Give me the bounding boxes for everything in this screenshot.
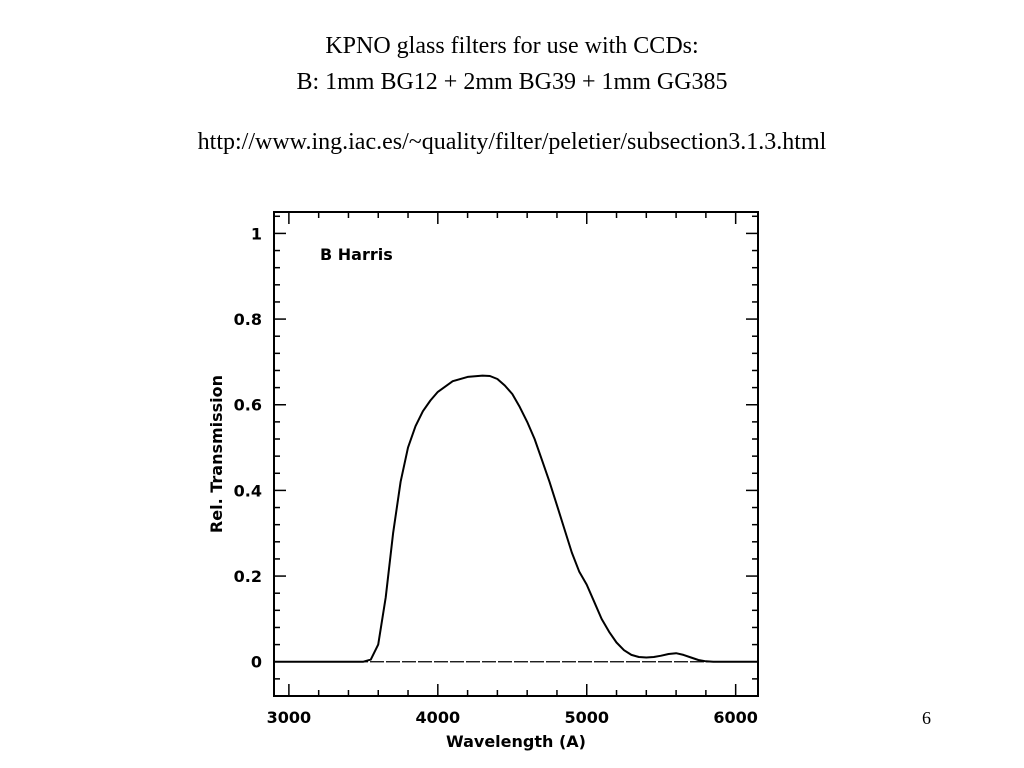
slide-title-line-1: KPNO glass filters for use with CCDs: (325, 33, 699, 59)
page-number: 6 (922, 708, 931, 728)
x-tick-label: 6000 (713, 708, 758, 727)
transmission-curve (274, 374, 758, 663)
y-tick-label: 0.2 (234, 567, 262, 586)
y-tick-label: 0.6 (234, 396, 262, 415)
x-tick-label: 3000 (267, 708, 312, 727)
y-tick-label: 0.8 (234, 310, 262, 329)
plot-frame (273, 211, 759, 697)
x-axis-label: Wavelength (A) (446, 732, 586, 751)
x-tick-label: 4000 (416, 708, 461, 727)
filter-annotation: B Harris (320, 245, 393, 264)
y-tick-label: 0.4 (234, 481, 262, 500)
y-tick-label: 0 (251, 653, 262, 672)
y-tick-label: 1 (251, 224, 262, 243)
x-tick-label: 5000 (564, 708, 609, 727)
slide-title-block: KPNO glass filters for use with CCDs: B:… (0, 28, 1024, 160)
source-url: http://www.ing.iac.es/~quality/filter/pe… (197, 129, 827, 155)
y-axis-label: Rel. Transmission (207, 375, 226, 533)
slide-title-line-2: B: 1mm BG12 + 2mm BG39 + 1mm GG385 (296, 69, 728, 95)
